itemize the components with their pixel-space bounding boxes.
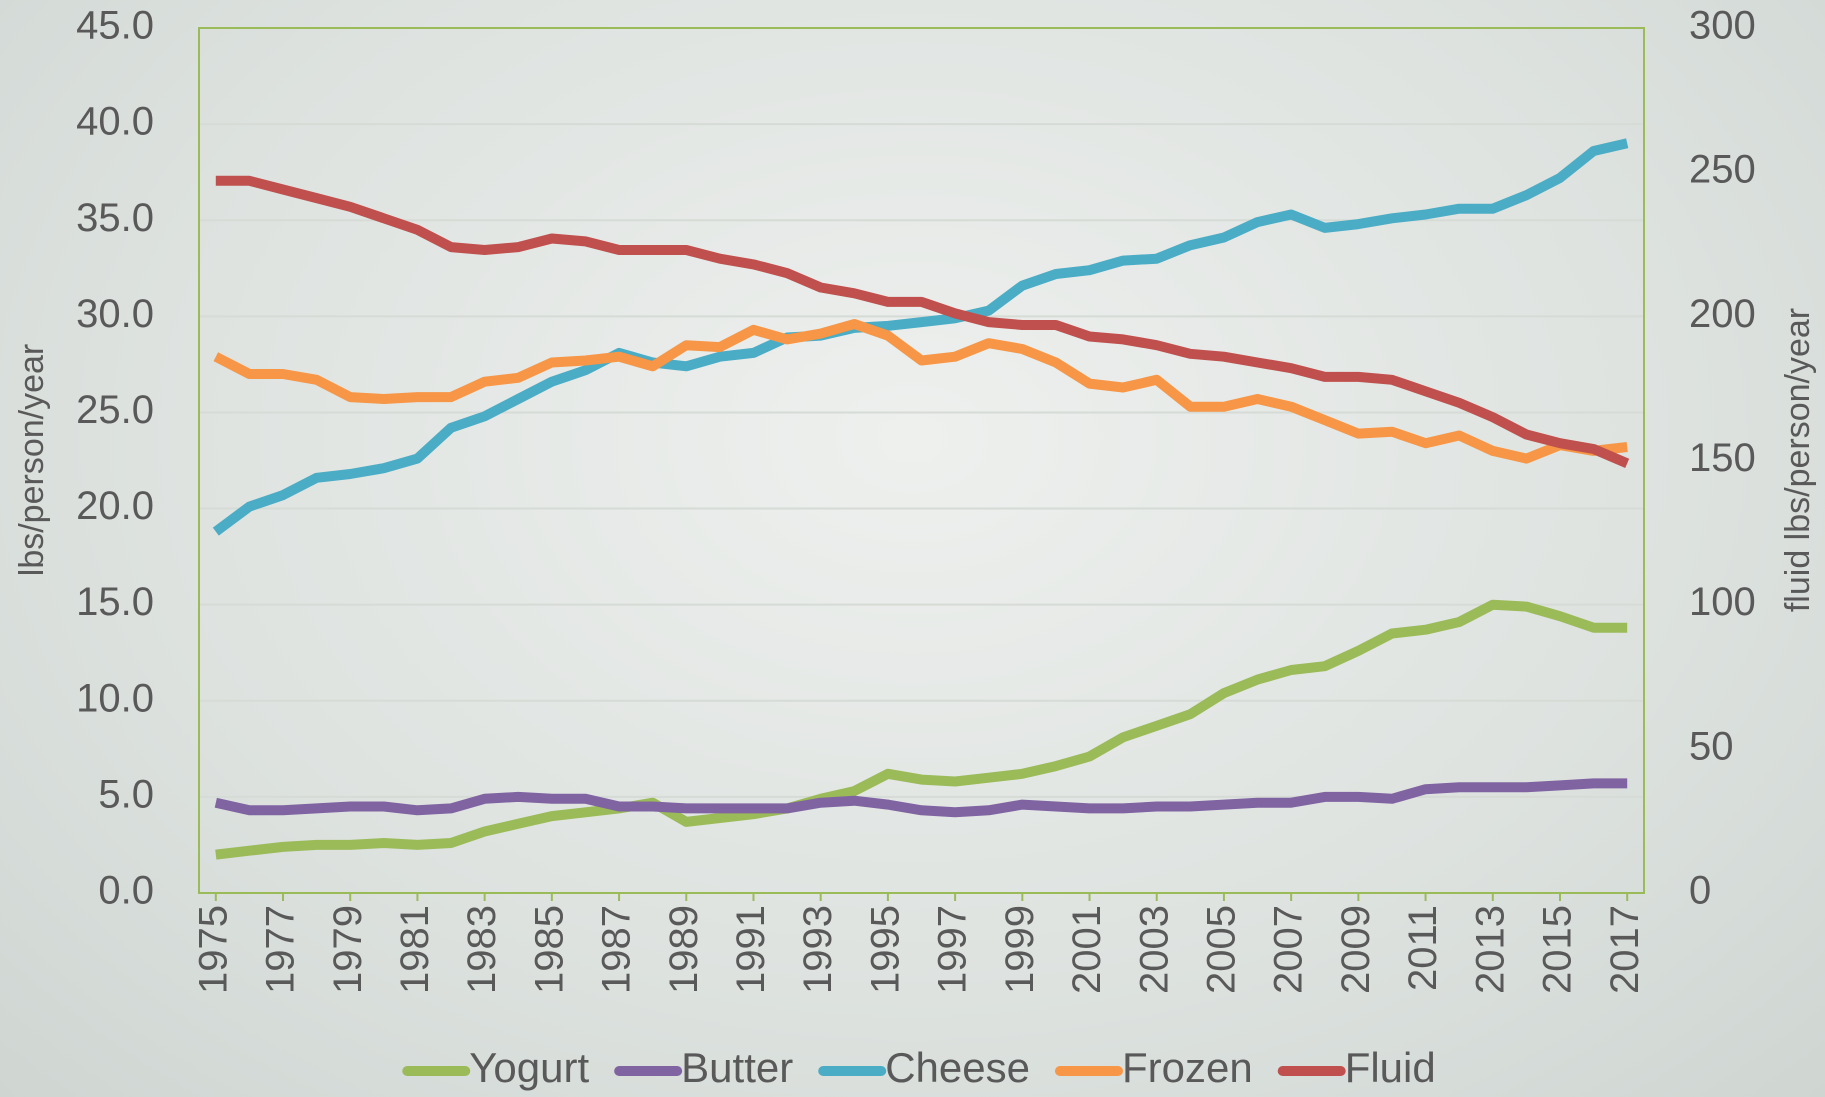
- x-tick-label: 2013: [1468, 905, 1512, 994]
- x-tick-label: 1977: [259, 905, 303, 994]
- y-tick-label: 10.0: [76, 676, 154, 720]
- y2-tick-label: 200: [1689, 292, 1756, 336]
- x-tick-label: 1989: [662, 905, 706, 994]
- x-tick-label: 1983: [460, 905, 504, 994]
- x-tick-label: 2009: [1334, 905, 1378, 994]
- x-tick-label: 2007: [1267, 905, 1311, 994]
- y-tick-label: 40.0: [76, 100, 154, 144]
- series-line: [216, 143, 1627, 531]
- x-tick-label: 1991: [729, 905, 773, 994]
- y-axis-title: lbs/person/year: [13, 344, 51, 576]
- y-tick-label: 35.0: [76, 196, 154, 240]
- x-tick-label: 1981: [393, 905, 437, 994]
- legend-label: Frozen: [1122, 1044, 1253, 1091]
- x-tick-label: 2015: [1536, 905, 1580, 994]
- y2-axis-title: fluid lbs/person/year: [1779, 308, 1817, 612]
- x-tick-label: 1993: [796, 905, 840, 994]
- y2-tick-label: 100: [1689, 580, 1756, 624]
- x-tick-label: 2011: [1401, 905, 1445, 991]
- legend-label: Yogurt: [469, 1044, 589, 1091]
- x-tick-label: 1997: [931, 905, 975, 994]
- x-tick-label: 1979: [326, 905, 370, 994]
- y2-tick-label: 250: [1689, 148, 1756, 192]
- chart: lbs/person/year fluid lbs/person/year 0.…: [0, 0, 1825, 1097]
- x-tick-label: 1987: [595, 905, 639, 994]
- x-tick-label: 1975: [191, 905, 235, 994]
- x-tick-label: 2003: [1132, 905, 1176, 994]
- legend-label: Butter: [681, 1044, 793, 1091]
- y-tick-label: 25.0: [76, 388, 154, 432]
- x-tick-label: 2001: [1065, 905, 1109, 994]
- series-line: [216, 605, 1627, 855]
- y2-tick-label: 300: [1689, 4, 1756, 48]
- x-tick-label: 2005: [1200, 905, 1244, 994]
- legend: Yogurt Butter Cheese Frozen Fluid: [407, 1044, 1435, 1091]
- x-tick-label: 1995: [863, 905, 907, 994]
- y2-tick-label: 0: [1689, 869, 1711, 913]
- y2-tick-label: 50: [1689, 724, 1734, 768]
- y-tick-label: 20.0: [76, 484, 154, 528]
- page: {"chart_data": {"type": "line", "y_label…: [0, 0, 1825, 1097]
- y2-tick-label: 150: [1689, 436, 1756, 480]
- x-tick-label: 1985: [527, 905, 571, 994]
- y-tick-label: 0.0: [98, 869, 154, 913]
- y-tick-label: 30.0: [76, 292, 154, 336]
- x-tick-label: 2017: [1603, 905, 1647, 994]
- legend-label: Fluid: [1345, 1044, 1436, 1091]
- y-tick-label: 5.0: [98, 772, 154, 816]
- y-tick-label: 15.0: [76, 580, 154, 624]
- x-tick-label: 1999: [998, 905, 1042, 994]
- y-tick-label: 45.0: [76, 4, 154, 48]
- legend-label: Cheese: [885, 1044, 1030, 1091]
